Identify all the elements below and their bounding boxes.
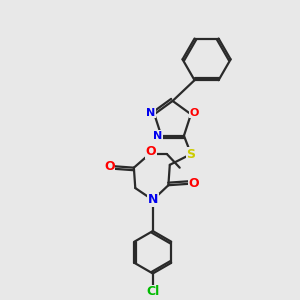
Text: N: N [153, 131, 163, 141]
Text: O: O [146, 145, 156, 158]
Text: N: N [146, 108, 156, 118]
Text: N: N [148, 194, 158, 206]
Text: S: S [187, 148, 196, 160]
Text: O: O [104, 160, 115, 173]
Text: O: O [190, 108, 199, 118]
Text: O: O [188, 177, 199, 190]
Text: Cl: Cl [146, 285, 159, 298]
